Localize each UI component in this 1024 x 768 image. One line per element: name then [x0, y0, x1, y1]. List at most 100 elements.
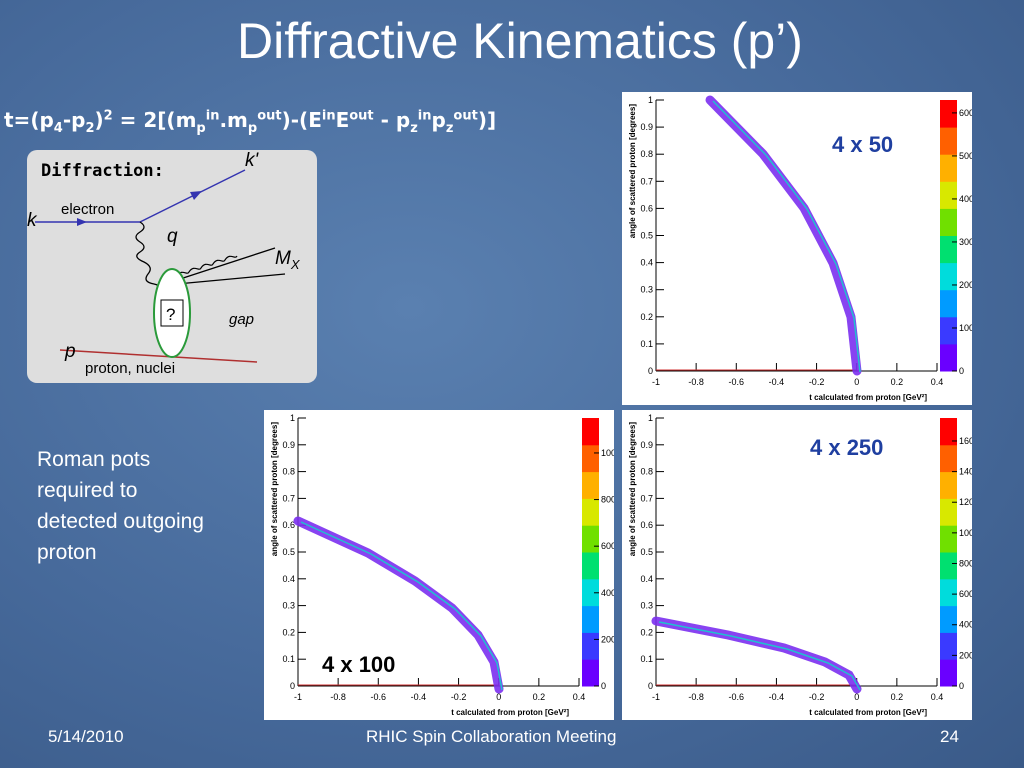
density-core: [658, 621, 861, 691]
formula-part: out: [453, 108, 478, 124]
label: k: [27, 210, 38, 231]
x-tick-label: 0.4: [573, 692, 586, 702]
z-tick-label: 1600: [959, 436, 972, 446]
x-tick-label: -0.4: [769, 692, 785, 702]
y-tick-label: 0: [648, 366, 653, 376]
label: p: [64, 341, 76, 362]
z-tick-label: 300: [959, 237, 972, 247]
y-tick-label: 0.1: [640, 654, 653, 664]
colorbar-cell: [940, 659, 957, 687]
y-tick-label: 1: [648, 95, 653, 105]
colorbar-cell: [940, 578, 957, 607]
colorbar-cell: [582, 444, 599, 473]
colorbar-cell: [582, 552, 599, 580]
colorbar-cell: [582, 578, 599, 607]
z-tick-label: 600: [601, 541, 614, 551]
y-tick-label: 0.4: [282, 574, 295, 584]
body-text: Roman pots required to detected outgoing…: [37, 444, 204, 568]
x-tick-label: -0.2: [809, 692, 825, 702]
x-tick-label: -0.6: [729, 692, 745, 702]
formula-part: = 2[(m: [112, 108, 197, 132]
x-tick-label: -0.2: [809, 377, 825, 387]
arrow: [190, 191, 202, 200]
footer-page: 24: [940, 727, 959, 746]
colorbar-cell: [940, 552, 957, 580]
y-tick-label: 1: [648, 413, 653, 423]
footer-date: 5/14/2010: [48, 727, 124, 746]
colorbar-cell: [582, 418, 599, 446]
colorbar-cell: [940, 316, 957, 345]
formula-part: p: [431, 108, 446, 132]
formula-part: - p: [373, 108, 411, 132]
colorbar-cell: [582, 659, 599, 687]
x-axis-label: t calculated from proton [GeV²]: [451, 708, 569, 717]
formula-part: p: [196, 121, 206, 136]
panel-label: 4 x 100: [322, 652, 395, 677]
colorbar-cell: [940, 605, 957, 633]
formula-part: in: [417, 108, 432, 124]
y-tick-label: 0.1: [282, 654, 295, 664]
x-axis-label: t calculated from proton [GeV²]: [809, 393, 927, 402]
y-tick-label: 0.4: [640, 258, 653, 268]
photon: [135, 221, 163, 297]
colorbar-cell: [582, 525, 599, 553]
y-tick-label: 0.2: [640, 627, 653, 637]
z-tick-label: 200: [959, 650, 972, 660]
x-tick-label: -1: [652, 377, 660, 387]
plot-bg: [622, 410, 972, 720]
label: X: [290, 257, 301, 272]
colorbar-cell: [940, 343, 957, 372]
x-tick-label: -0.6: [729, 377, 745, 387]
y-tick-label: 1: [290, 413, 295, 423]
formula-part: p: [247, 121, 258, 136]
text-line: proton: [37, 541, 97, 564]
label: q: [167, 226, 178, 247]
feynman-diagram: Diffraction: k' electron k q MX ? gap p …: [27, 150, 317, 383]
x-tick-label: 0: [854, 692, 859, 702]
y-tick-label: 0.9: [640, 440, 653, 450]
z-tick-label: 500: [959, 151, 972, 161]
formula-part: .m: [219, 108, 248, 132]
y-axis-label: angle of scattered proton [degrees]: [628, 104, 637, 239]
label: electron: [61, 201, 114, 218]
y-tick-label: 0: [290, 681, 295, 691]
x-tick-label: 0.2: [533, 692, 546, 702]
x-tick-label: -0.8: [688, 692, 704, 702]
z-tick-label: 200: [959, 280, 972, 290]
y-tick-label: 0.7: [640, 176, 653, 186]
text-line: detected outgoing: [37, 510, 204, 533]
panel-label: 4 x 50: [832, 132, 893, 157]
y-tick-label: 0.6: [282, 520, 295, 530]
y-tick-label: 0: [648, 681, 653, 691]
diagram-bg: [27, 150, 317, 383]
formula-part: 2: [85, 121, 95, 136]
y-tick-label: 0.5: [640, 231, 653, 241]
z-tick-label: 800: [959, 558, 972, 568]
label: MX: [275, 248, 301, 272]
x-tick-label: 0.4: [931, 377, 944, 387]
y-tick-label: 0.2: [282, 627, 295, 637]
colorbar-cell: [940, 498, 957, 526]
colorbar-cell: [940, 418, 957, 446]
formula-part: 4: [53, 121, 63, 136]
label: proton, nuclei: [85, 360, 175, 377]
slide-title: Diffractive Kinematics (p’): [237, 13, 803, 69]
z-tick-label: 0: [959, 366, 964, 376]
z-tick-label: 0: [959, 681, 964, 691]
z-tick-label: 600: [959, 589, 972, 599]
footer-center: RHIC Spin Collaboration Meeting: [366, 727, 617, 746]
y-tick-label: 0.3: [640, 285, 653, 295]
jet: [176, 247, 276, 281]
colorbar-cell: [940, 525, 957, 553]
blob-box: [160, 299, 184, 327]
formula-part: in: [205, 108, 220, 124]
z-tick-label: 400: [959, 620, 972, 630]
text-line: required to: [37, 479, 138, 502]
y-tick-label: 0.4: [640, 574, 653, 584]
density-plot: -1 -0.8 -0.6 -0.4 -0.2 0 0.2 0.4 0 0.1 0.2 0.3 0.4 0.…: [622, 410, 972, 720]
x-axis-label: t calculated from proton [GeV²]: [809, 708, 927, 717]
y-tick-label: 0.1: [640, 339, 653, 349]
density-band: [705, 95, 862, 376]
label: k': [245, 150, 260, 171]
